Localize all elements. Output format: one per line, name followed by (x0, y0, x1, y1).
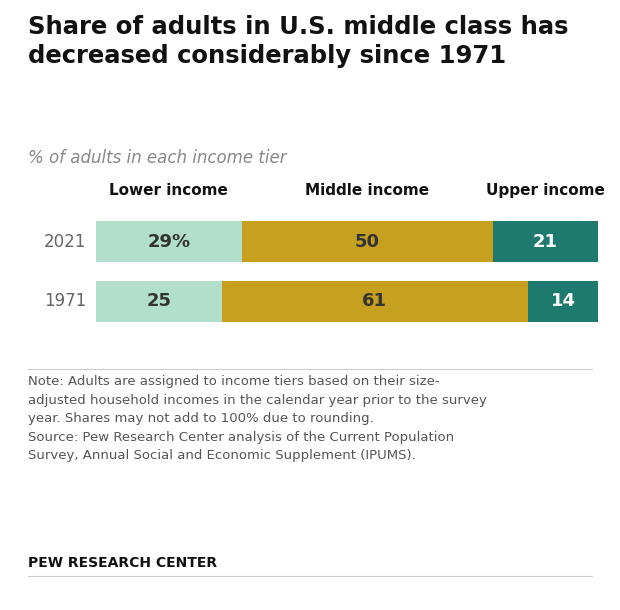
Bar (493, 221, 598, 262)
Bar (528, 281, 598, 322)
Text: 2021: 2021 (43, 232, 86, 251)
Text: Lower income: Lower income (110, 183, 228, 198)
Text: Upper income: Upper income (486, 183, 605, 198)
Text: 1971: 1971 (44, 292, 86, 310)
Text: 14: 14 (551, 292, 575, 310)
Bar (242, 221, 493, 262)
Text: 61: 61 (362, 292, 388, 310)
Text: 50: 50 (355, 232, 380, 251)
Text: % of adults in each income tier: % of adults in each income tier (28, 149, 286, 168)
Bar (222, 281, 528, 322)
Text: 29%: 29% (148, 232, 190, 251)
Bar (96, 221, 242, 262)
Text: 21: 21 (533, 232, 558, 251)
Text: Share of adults in U.S. middle class has
decreased considerably since 1971: Share of adults in U.S. middle class has… (28, 15, 569, 68)
Text: PEW RESEARCH CENTER: PEW RESEARCH CENTER (28, 556, 217, 570)
Text: 25: 25 (146, 292, 171, 310)
Text: Middle income: Middle income (305, 183, 430, 198)
Text: Note: Adults are assigned to income tiers based on their size-
adjusted househol: Note: Adults are assigned to income tier… (28, 375, 487, 462)
Bar (96, 281, 222, 322)
